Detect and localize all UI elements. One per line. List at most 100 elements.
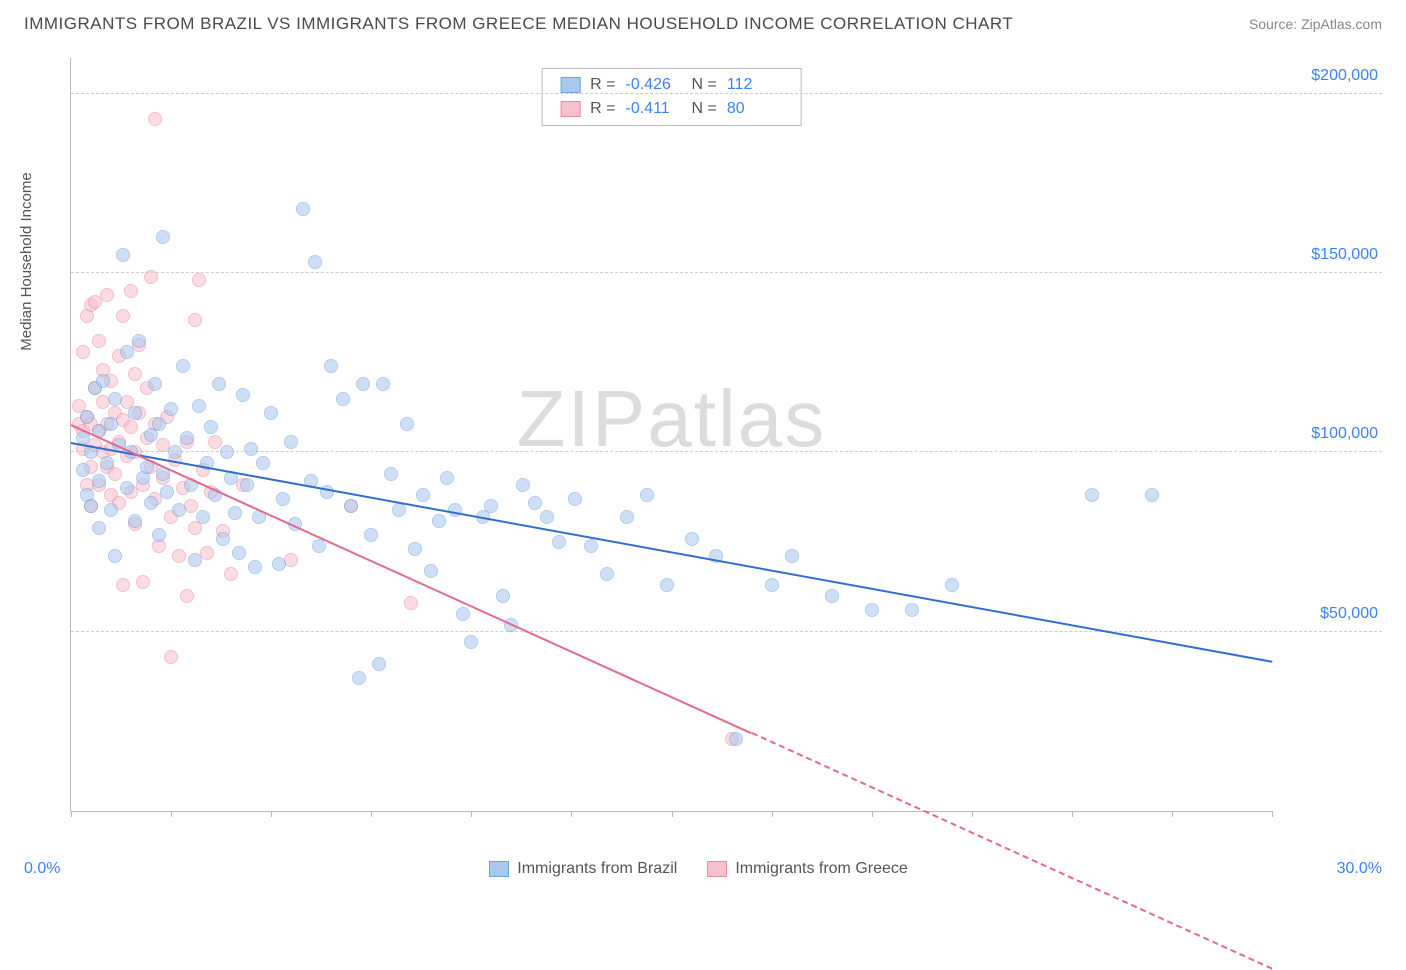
data-point — [432, 514, 446, 528]
trend-line-extrapolated — [751, 732, 1272, 970]
data-point — [180, 431, 194, 445]
data-point — [224, 567, 238, 581]
data-point — [785, 549, 799, 563]
x-tick — [1072, 811, 1073, 817]
data-point — [76, 463, 90, 477]
data-point — [464, 635, 478, 649]
data-point — [640, 488, 654, 502]
data-point — [284, 435, 298, 449]
data-point — [120, 345, 134, 359]
source-attribution: Source: ZipAtlas.com — [1249, 16, 1382, 32]
data-point — [620, 510, 634, 524]
data-point — [104, 503, 118, 517]
y-tick-label: $100,000 — [1311, 425, 1378, 443]
data-point — [76, 345, 90, 359]
chart-title: IMMIGRANTS FROM BRAZIL VS IMMIGRANTS FRO… — [24, 14, 1013, 34]
gridline — [71, 451, 1382, 452]
data-point — [212, 377, 226, 391]
data-point — [144, 496, 158, 510]
data-point — [372, 657, 386, 671]
data-point — [144, 270, 158, 284]
data-point — [240, 478, 254, 492]
data-point — [188, 313, 202, 327]
plot-area: ZIPatlas R = -0.426 N = 112 R = -0.411 N… — [70, 58, 1272, 812]
bottom-bar: 0.0% Immigrants from Brazil Immigrants f… — [24, 860, 1382, 878]
data-point — [344, 499, 358, 513]
data-point — [356, 377, 370, 391]
data-point — [124, 284, 138, 298]
data-point — [204, 420, 218, 434]
data-point — [132, 334, 146, 348]
watermark-light: atlas — [647, 374, 826, 463]
x-tick — [1172, 811, 1173, 817]
data-point — [116, 578, 130, 592]
data-point — [584, 539, 598, 553]
data-point — [528, 496, 542, 510]
legend-item-series2: Immigrants from Greece — [707, 860, 907, 878]
data-point — [104, 417, 118, 431]
data-point — [296, 202, 310, 216]
data-point — [272, 557, 286, 571]
data-point — [440, 471, 454, 485]
legend-label-series1: Immigrants from Brazil — [517, 860, 677, 878]
data-point — [80, 410, 94, 424]
data-point — [184, 499, 198, 513]
data-point — [392, 503, 406, 517]
stats-row-series2: R = -0.411 N = 80 — [560, 97, 783, 121]
data-point — [180, 589, 194, 603]
data-point — [376, 377, 390, 391]
x-tick — [571, 811, 572, 817]
data-point — [308, 255, 322, 269]
legend-swatch-series2 — [707, 861, 727, 877]
data-point — [484, 499, 498, 513]
x-tick — [672, 811, 673, 817]
data-point — [124, 420, 138, 434]
data-point — [156, 230, 170, 244]
legend: Immigrants from Brazil Immigrants from G… — [489, 860, 908, 878]
data-point — [108, 392, 122, 406]
data-point — [92, 474, 106, 488]
data-point — [276, 492, 290, 506]
y-tick-label: $150,000 — [1311, 246, 1378, 264]
data-point — [128, 367, 142, 381]
data-point — [865, 603, 879, 617]
data-point — [196, 510, 210, 524]
x-tick — [872, 811, 873, 817]
data-point — [248, 560, 262, 574]
legend-swatch-series1 — [489, 861, 509, 877]
data-point — [1145, 488, 1159, 502]
swatch-series2 — [560, 101, 580, 117]
legend-item-series1: Immigrants from Brazil — [489, 860, 677, 878]
gridline — [71, 631, 1382, 632]
data-point — [152, 528, 166, 542]
data-point — [244, 442, 258, 456]
data-point — [400, 417, 414, 431]
swatch-series1 — [560, 77, 580, 93]
data-point — [192, 399, 206, 413]
data-point — [256, 456, 270, 470]
source-label: Source: — [1249, 16, 1297, 32]
source-link[interactable]: ZipAtlas.com — [1301, 16, 1382, 32]
r-label: R = — [590, 97, 615, 121]
chart-header: IMMIGRANTS FROM BRAZIL VS IMMIGRANTS FRO… — [0, 0, 1406, 44]
data-point — [352, 671, 366, 685]
gridline — [71, 93, 1382, 94]
data-point — [164, 402, 178, 416]
data-point — [516, 478, 530, 492]
data-point — [128, 514, 142, 528]
data-point — [384, 467, 398, 481]
x-max-label: 30.0% — [1337, 860, 1382, 878]
r-value-series2: -0.411 — [626, 97, 682, 121]
n-label: N = — [692, 97, 717, 121]
data-point — [336, 392, 350, 406]
data-point — [188, 553, 202, 567]
x-min-label: 0.0% — [24, 860, 60, 878]
data-point — [905, 603, 919, 617]
data-point — [729, 732, 743, 746]
chart-container: Median Household Income ZIPatlas R = -0.… — [24, 48, 1382, 832]
data-point — [200, 546, 214, 560]
data-point — [1085, 488, 1099, 502]
n-value-series2: 80 — [727, 97, 783, 121]
data-point — [92, 521, 106, 535]
trend-line — [71, 424, 752, 734]
